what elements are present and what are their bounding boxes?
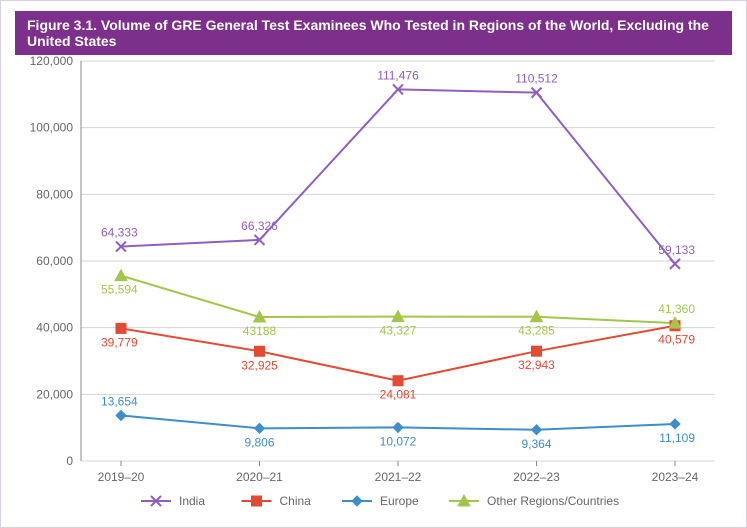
data-label: 43188 [243,324,277,338]
y-tick-label: 100,000 [30,121,74,135]
data-label: 32,925 [241,358,278,372]
x-tick-label: 2019–20 [98,470,145,484]
marker-square [393,376,403,386]
data-label: 9,364 [521,437,551,451]
marker-diamond [352,496,362,506]
legend-label: India [179,494,205,508]
x-tick-label: 2022–23 [513,470,560,484]
y-tick-label: 20,000 [36,387,73,401]
data-label: 13,654 [101,394,138,408]
marker-x [670,259,680,269]
data-label: 55,594 [101,283,138,297]
marker-diamond [393,422,403,432]
series-line-india [121,89,675,263]
x-tick-label: 2020–21 [236,470,283,484]
data-label: 41,360 [658,302,695,316]
data-label: 64,333 [101,226,138,240]
marker-square [116,323,126,333]
data-label: 10,072 [380,434,417,448]
data-label: 43,285 [518,324,555,338]
data-label: 110,512 [515,72,558,86]
data-label: 111,476 [377,68,419,82]
figure-container: Figure 3.1. Volume of GRE General Test E… [0,0,747,528]
line-chart: 0 20,000 40,000 60,000 80,000 100,000 120,000 2… [15,41,734,519]
y-tick-label: 120,000 [30,54,74,68]
data-label: 59,133 [658,243,695,257]
marker-diamond [116,410,126,420]
data-label: 43,327 [380,324,417,338]
data-label: 40,579 [658,333,695,347]
legend-label: Europe [380,494,419,508]
data-label: 39,779 [101,335,138,349]
x-tick-label: 2023–24 [652,470,699,484]
y-tick-label: 80,000 [36,187,73,201]
y-tick-label: 60,000 [36,254,73,268]
marker-triangle [115,270,127,281]
marker-square [255,346,265,356]
legend-label: China [280,494,312,508]
x-tick-label: 2021–22 [375,470,422,484]
y-tick-label: 0 [66,454,73,468]
y-tick-label: 40,000 [36,321,73,335]
marker-square [252,496,262,506]
marker-diamond [255,423,265,433]
marker-diamond [670,419,680,429]
data-label: 9,806 [244,435,274,449]
chart-area: 0 20,000 40,000 60,000 80,000 100,000 120,000 2… [15,41,732,517]
data-label: 11,109 [659,431,695,445]
marker-diamond [532,425,542,435]
legend-label: Other Regions/Countries [487,494,619,508]
data-label: 66,326 [241,219,278,233]
marker-square [532,346,542,356]
data-label: 32,943 [518,358,555,372]
data-label: 24,081 [380,388,417,402]
